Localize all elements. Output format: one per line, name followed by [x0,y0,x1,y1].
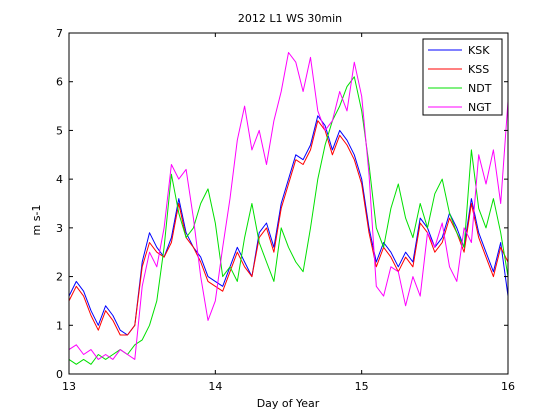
legend-label-ndt: NDT [468,82,492,95]
x-tick-label: 13 [62,380,76,393]
x-axis: 13 14 15 16 [62,33,515,393]
x-tick-label: 14 [208,380,222,393]
y-axis: 0 1 2 3 4 5 6 7 [56,27,508,381]
series-line-ndt [68,76,509,365]
x-axis-title: Day of Year [257,397,320,410]
y-tick-label: 7 [56,27,63,40]
legend: KSK KSS NDT NGT [422,38,503,116]
y-tick-label: 1 [56,319,63,332]
series-layer [68,52,509,365]
y-tick-label: 3 [56,222,63,235]
y-tick-label: 2 [56,271,63,284]
x-tick-label: 15 [355,380,369,393]
legend-label-ksk: KSK [468,44,490,57]
x-tick-label: 16 [501,380,515,393]
legend-box [422,38,503,116]
legend-label-kss: KSS [468,63,489,76]
legend-label-ngt: NGT [468,101,491,114]
series-line-ngt [68,52,509,360]
y-tick-label: 6 [56,76,63,89]
series-line-kss [68,120,509,336]
y-tick-label: 5 [56,124,63,137]
y-tick-label: 0 [56,368,63,381]
y-axis-title: m s-1 [30,205,43,236]
chart-title: 2012 L1 WS 30min [238,12,342,25]
plot-frame [68,32,509,375]
y-tick-label: 4 [56,173,63,186]
